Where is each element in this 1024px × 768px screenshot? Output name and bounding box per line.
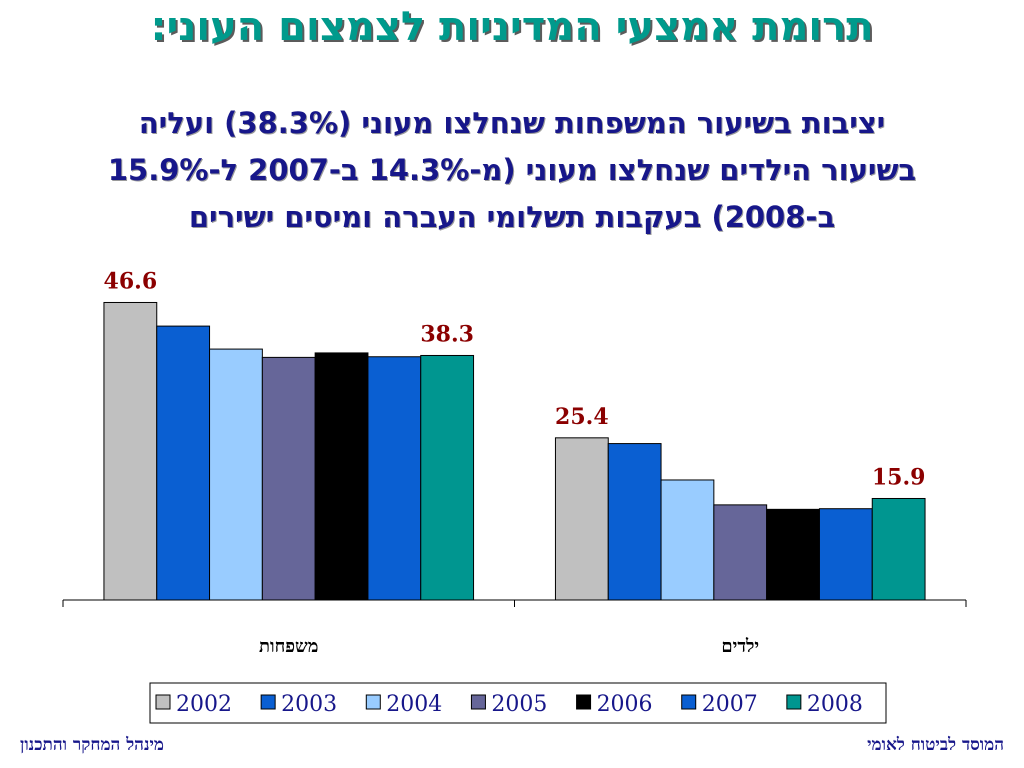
- category-label: משפחות: [259, 636, 318, 657]
- bar: [660, 479, 715, 601]
- bar: [209, 348, 263, 601]
- bar: [818, 508, 873, 601]
- bar: [607, 443, 662, 601]
- bar: [420, 354, 475, 601]
- legend-swatch: [260, 694, 276, 710]
- bar: [367, 356, 422, 601]
- subtitle-line: בשיעור הילדים שנחלצו מעוני (מ-14.3% ב-20…: [107, 153, 917, 187]
- bar: [156, 325, 211, 601]
- bar: [103, 301, 158, 601]
- page-title: תרומת אמצעי המדיניות לצמצום העוני:: [150, 4, 874, 50]
- legend-label: 2002: [176, 692, 232, 717]
- bar: [871, 497, 926, 601]
- data-label: 46.6: [104, 268, 158, 294]
- bar: [713, 504, 768, 601]
- bar: [314, 352, 369, 601]
- legend-swatch: [786, 694, 802, 710]
- legend-swatch: [576, 694, 592, 710]
- data-label: 38.3: [420, 321, 474, 347]
- legend-label: 2007: [702, 692, 758, 717]
- subtitle-line: יציבות בשיעור המשפחות שנחלצו מעוני (38.3…: [138, 106, 886, 140]
- data-label: 15.9: [872, 464, 926, 490]
- legend-swatch: [155, 694, 171, 710]
- legend-swatch: [681, 694, 697, 710]
- legend-label: 2003: [281, 692, 337, 717]
- category-label: ילדים: [721, 636, 759, 657]
- subtitle: יציבות בשיעור המשפחות שנחלצו מעוני (38.3…: [20, 100, 1004, 241]
- legend-label: 2008: [807, 692, 863, 717]
- bar: [766, 508, 820, 601]
- legend-swatch: [365, 694, 381, 710]
- legend-label: 2005: [491, 692, 547, 717]
- bar: [554, 437, 609, 601]
- bar: [261, 356, 316, 601]
- legend-label: 2004: [386, 692, 442, 717]
- data-label: 25.4: [555, 404, 609, 430]
- legend-swatch: [470, 694, 486, 710]
- legend-label: 2006: [597, 692, 653, 717]
- subtitle-line: ב-2008) בעקבות תשלומי העברה ומיסים ישירי…: [188, 200, 836, 234]
- footer-institute: המוסד לביטוח לאומי: [867, 735, 1004, 755]
- footer-research-admin: מינהל המחקר והתכנון: [20, 735, 165, 755]
